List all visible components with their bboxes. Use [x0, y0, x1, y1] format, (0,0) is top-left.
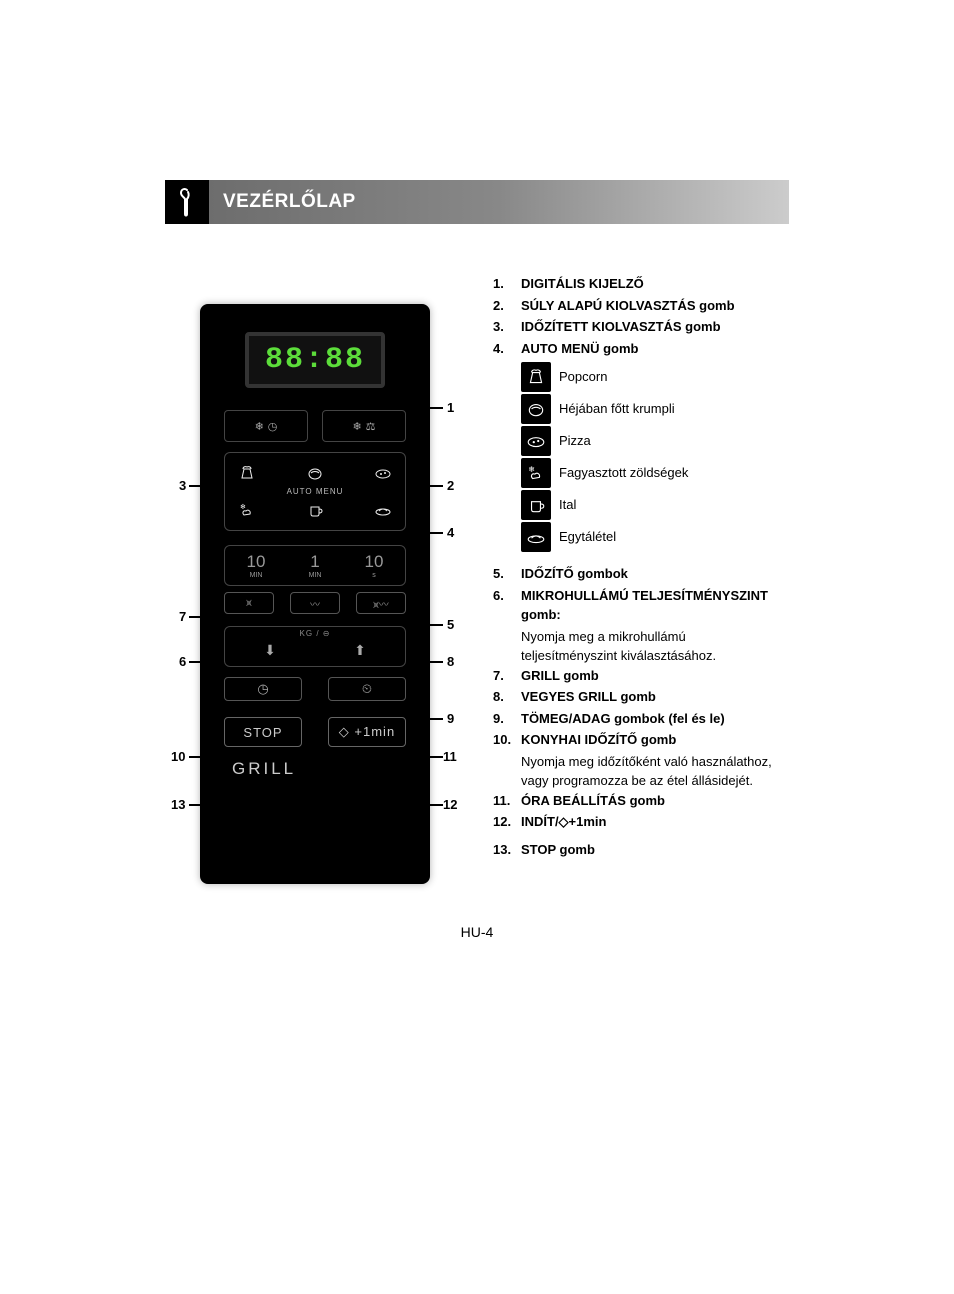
callout-8: 8 — [447, 654, 454, 669]
legend-sub: vagy programozza be az étel állásidejét. — [521, 771, 789, 791]
legend-item: 9.TÖMEG/ADAG gombok (fel és le) — [493, 709, 789, 729]
legend-item: 8.VEGYES GRILL gomb — [493, 687, 789, 707]
clock-set-button[interactable]: ⏲ — [328, 677, 406, 701]
callout-13: 13 — [171, 797, 185, 812]
stop-button[interactable]: STOP — [224, 717, 302, 747]
clock-row: ◷ ⏲ — [224, 677, 406, 701]
page-footer: HU-4 — [165, 924, 789, 940]
weight-icon: ⚖ — [366, 420, 376, 433]
legend-item: 7.GRILL gomb — [493, 666, 789, 686]
clockset-icon: ⏲ — [362, 681, 372, 697]
legend-sub: teljesítményszint kiválasztásához. — [521, 646, 789, 666]
weight-label: KG / ⊖ — [231, 629, 399, 638]
snowflake-icon: ❄ — [255, 420, 264, 433]
power-row: ⩙ 〰 ⩙〰 — [224, 592, 406, 614]
drink-icon — [521, 490, 551, 520]
callout-5: 5 — [447, 617, 454, 632]
page-header: VEZÉRLŐLAP — [165, 180, 789, 224]
potato-button[interactable] — [299, 461, 331, 485]
legend-item: 2.SÚLY ALAPÚ KIOLVASZTÁS gomb — [493, 296, 789, 316]
weight-box: KG / ⊖ ⬇ ⬆ — [224, 626, 406, 667]
popcorn-button[interactable] — [231, 461, 263, 485]
page: VEZÉRLŐLAP 3 7 6 10 13 1 2 4 5 8 9 — [0, 0, 954, 1294]
legend-item: 11.ÓRA BEÁLLÍTÁS gomb — [493, 791, 789, 811]
down-icon: ⬇ — [264, 642, 276, 659]
svg-text:❄: ❄ — [528, 465, 535, 474]
grill-button[interactable]: ⩙ — [224, 592, 274, 614]
page-title: VEZÉRLŐLAP — [209, 180, 789, 224]
frozen-veg-button[interactable]: ❄ — [231, 498, 263, 522]
weight-defrost-button[interactable]: ❄ ⚖ — [322, 410, 406, 442]
start-button[interactable]: ◇ +1min — [328, 717, 406, 747]
callout-1: 1 — [447, 400, 454, 415]
microwave-button[interactable]: 〰 — [290, 592, 340, 614]
legend-item: 4.AUTO MENÜ gomb — [493, 339, 789, 359]
menu-item: Egytálétel — [521, 522, 789, 552]
dinner-button[interactable] — [367, 498, 399, 522]
defrost-row: ❄ ◷ ❄ ⚖ — [224, 410, 406, 442]
legend-item: 10.KONYHAI IDŐZÍTŐ gomb — [493, 730, 789, 750]
weight-down-button[interactable]: ⬇ — [231, 640, 309, 660]
pizza-button[interactable] — [367, 461, 399, 485]
grill-logo: GRILL — [232, 759, 412, 779]
control-panel: 88:88 ❄ ◷ ❄ ⚖ — [200, 304, 430, 884]
legend-sub: Nyomja meg időzítőként való használathoz… — [521, 752, 789, 772]
weight-up-button[interactable]: ⬆ — [321, 640, 399, 660]
menu-item: Ital — [521, 490, 789, 520]
menu-item: Pizza — [521, 426, 789, 456]
callout-9: 9 — [447, 711, 454, 726]
grill-icon: ⩙ — [246, 598, 252, 609]
svg-text:❄: ❄ — [240, 503, 246, 511]
snowflake-icon: ❄ — [352, 420, 361, 433]
auto-menu-label: AUTO MENU — [231, 487, 399, 496]
popcorn-icon — [521, 362, 551, 392]
callout-4: 4 — [447, 525, 454, 540]
timer-buttons: 10 MIN 1 MIN 10 s — [224, 545, 406, 586]
display-text: 88:88 — [265, 343, 365, 377]
legend-item: 12.INDÍT/◇+1min — [493, 812, 789, 832]
timer-1min-button[interactable]: 1 MIN — [290, 552, 340, 579]
kitchen-timer-button[interactable]: ◷ — [224, 677, 302, 701]
callout-6: 6 — [179, 654, 186, 669]
content-row: 3 7 6 10 13 1 2 4 5 8 9 11 12 — [165, 274, 789, 884]
callout-7: 7 — [179, 609, 186, 624]
combi-icon: ⩙〰 — [373, 596, 389, 611]
clock-icon: ◷ — [268, 420, 278, 433]
bottom-row: STOP ◇ +1min — [224, 717, 406, 747]
panel-column: 3 7 6 10 13 1 2 4 5 8 9 11 12 — [165, 274, 465, 884]
menu-item: Héjában főtt krumpli — [521, 394, 789, 424]
menu-item: Popcorn — [521, 362, 789, 392]
wave-icon: 〰 — [310, 596, 320, 611]
menu-item: ❄Fagyasztott zöldségek — [521, 458, 789, 488]
frozen-veg-icon: ❄ — [521, 458, 551, 488]
header-icon — [165, 180, 209, 224]
callout-3: 3 — [179, 478, 186, 493]
callout-12: 12 — [443, 797, 457, 812]
auto-menu-group: AUTO MENU ❄ — [224, 452, 406, 531]
timer-icon: ◷ — [257, 681, 268, 697]
pizza-icon — [521, 426, 551, 456]
timer-10min-button[interactable]: 10 MIN — [231, 552, 281, 579]
callout-2: 2 — [447, 478, 454, 493]
legend-sub: Nyomja meg a mikrohullámú — [521, 627, 789, 647]
legend-column: 1.DIGITÁLIS KIJELZŐ 2.SÚLY ALAPÚ KIOLVAS… — [493, 274, 789, 884]
callout-11: 11 — [443, 749, 457, 764]
digital-display: 88:88 — [245, 332, 385, 388]
timer-10s-button[interactable]: 10 s — [349, 552, 399, 579]
legend-item: 3.IDŐZÍTETT KIOLVASZTÁS gomb — [493, 317, 789, 337]
legend-item: 1.DIGITÁLIS KIJELZŐ — [493, 274, 789, 294]
legend-item: 5.IDŐZÍTŐ gombok — [493, 564, 789, 584]
potato-icon — [521, 394, 551, 424]
menu-items: Popcorn Héjában főtt krumpli Pizza ❄Fagy… — [521, 362, 789, 552]
callout-10: 10 — [171, 749, 185, 764]
legend-item: 13.STOP gomb — [493, 840, 789, 860]
legend-item: 6.MIKROHULLÁMÚ TELJESÍTMÉNYSZINT gomb: — [493, 586, 789, 625]
time-defrost-button[interactable]: ❄ ◷ — [224, 410, 308, 442]
dinner-icon — [521, 522, 551, 552]
combi-grill-button[interactable]: ⩙〰 — [356, 592, 406, 614]
up-icon: ⬆ — [354, 642, 366, 659]
drink-button[interactable] — [299, 498, 331, 522]
